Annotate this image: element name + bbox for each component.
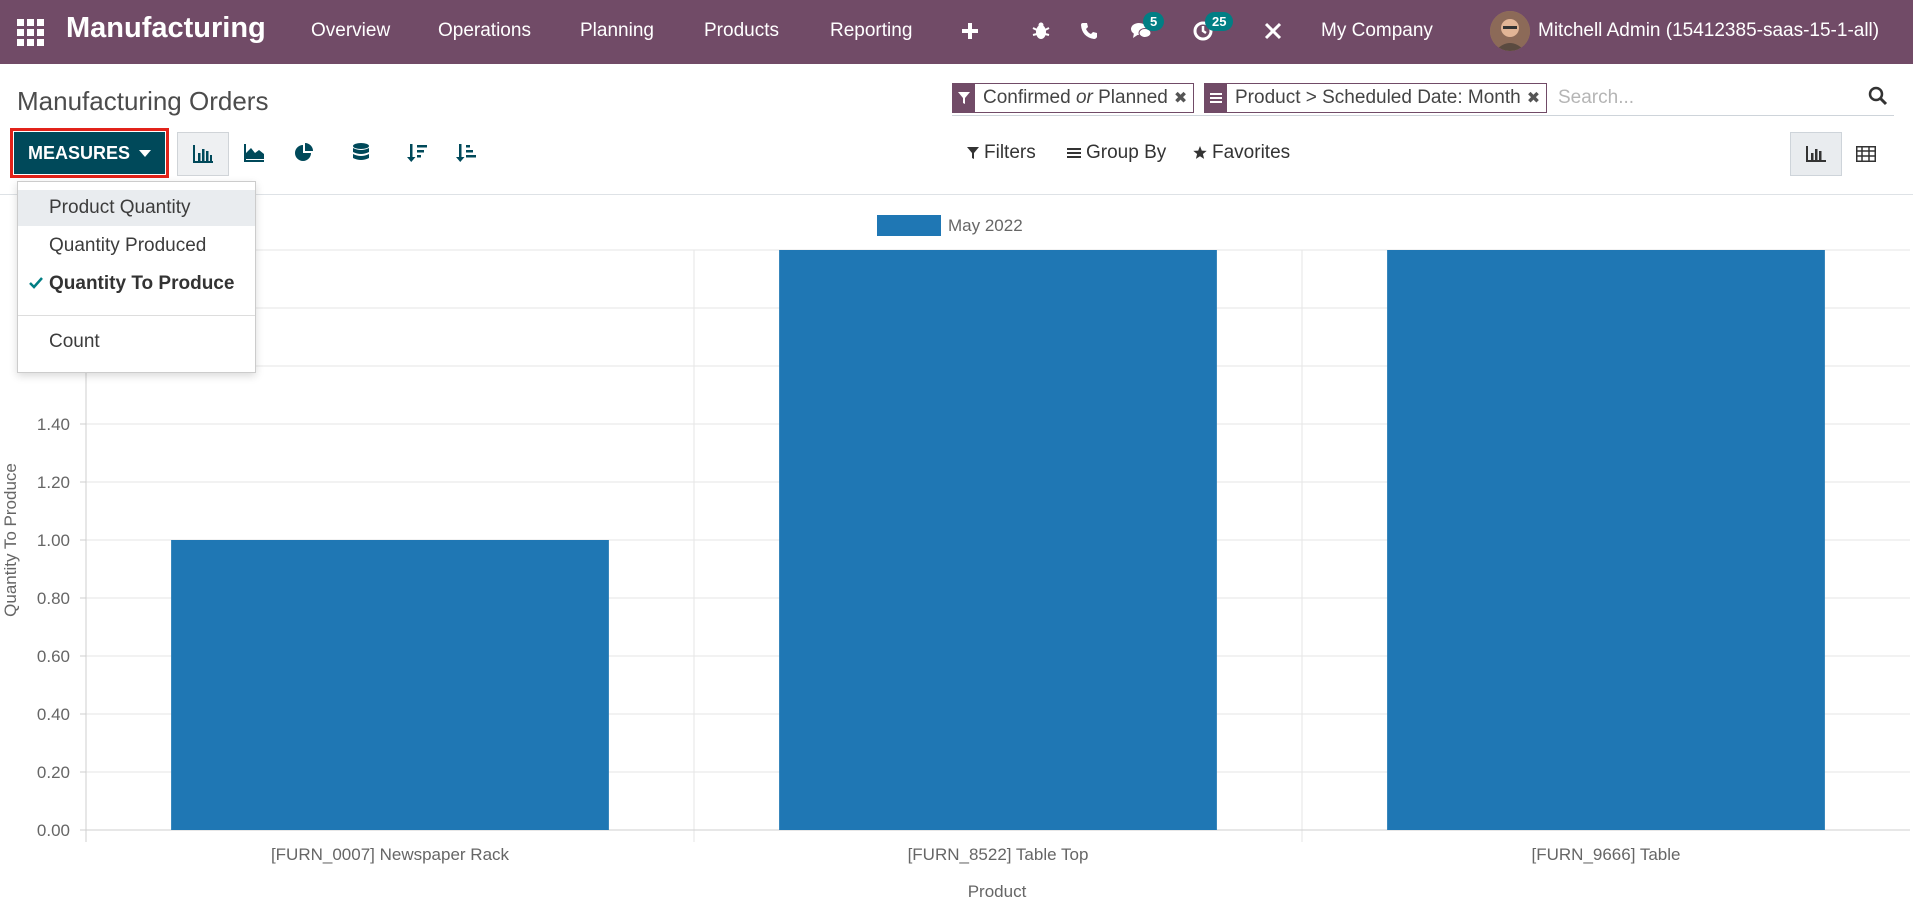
measure-count[interactable]: Count xyxy=(49,331,100,352)
line-chart-mode-button[interactable] xyxy=(237,136,271,170)
y-axis-ticks: 0.00 0.20 0.40 0.60 0.80 1.00 1.20 1.40 xyxy=(37,415,86,840)
y-tick-label: 0.60 xyxy=(37,647,70,666)
pie-chart-icon xyxy=(295,143,313,161)
x-tick-label: [FURN_9666] Table xyxy=(1532,845,1681,864)
filter-facet-value: Confirmed or Planned xyxy=(983,87,1168,108)
y-tick-label: 1.40 xyxy=(37,415,70,434)
filter-facet[interactable]: Confirmed or Planned ✖ xyxy=(952,83,1195,113)
phone-icon[interactable] xyxy=(1074,16,1104,46)
group-by-facet-value: Product > Scheduled Date: Month xyxy=(1235,87,1521,108)
group-by-icon xyxy=(1067,148,1081,158)
menu-reporting[interactable]: Reporting xyxy=(830,20,913,41)
measure-product-quantity[interactable]: Product Quantity xyxy=(18,190,255,226)
top-navbar: Manufacturing Overview Operations Planni… xyxy=(0,0,1913,64)
stacked-button[interactable] xyxy=(344,136,378,170)
caret-down-icon xyxy=(139,149,151,157)
bar-chart-icon xyxy=(1806,146,1826,162)
y-tick-label: 1.00 xyxy=(37,531,70,550)
table-icon xyxy=(1856,146,1876,162)
area-chart-icon xyxy=(244,144,264,162)
company-switcher[interactable]: My Company xyxy=(1321,20,1433,41)
pie-chart-mode-button[interactable] xyxy=(287,136,321,170)
menu-operations[interactable]: Operations xyxy=(438,20,531,41)
group-by-icon xyxy=(1205,84,1227,112)
bar[interactable] xyxy=(779,250,1217,830)
search-input[interactable] xyxy=(1558,84,1858,112)
tools-icon[interactable] xyxy=(1258,16,1288,46)
user-menu[interactable]: Mitchell Admin (15412385-saas-15-1-all) xyxy=(1538,20,1880,41)
y-tick-label: 1.20 xyxy=(37,473,70,492)
bar-chart-mode-button[interactable] xyxy=(177,132,229,176)
user-avatar[interactable] xyxy=(1490,11,1530,51)
star-icon xyxy=(1193,146,1207,159)
dropdown-divider xyxy=(18,315,255,316)
measure-quantity-to-produce[interactable]: Quantity To Produce xyxy=(18,266,255,302)
pivot-view-button[interactable] xyxy=(1840,132,1892,176)
page-title: Manufacturing Orders xyxy=(17,86,269,116)
measures-button[interactable]: MEASURES xyxy=(10,128,169,178)
sort-ascending-icon xyxy=(456,144,476,162)
graph-view-button[interactable] xyxy=(1790,132,1842,176)
activities-count-badge: 25 xyxy=(1205,12,1234,31)
group-by-facet[interactable]: Product > Scheduled Date: Month ✖ xyxy=(1204,83,1548,113)
sort-descending-button[interactable] xyxy=(400,136,434,170)
sort-ascending-button[interactable] xyxy=(449,136,483,170)
bar[interactable] xyxy=(1387,250,1825,830)
remove-facet-icon[interactable]: ✖ xyxy=(1173,90,1188,107)
search-bar: Confirmed or Planned ✖ Product > Schedul… xyxy=(952,80,1894,116)
filters-toggle[interactable]: Filters xyxy=(967,142,1036,164)
legend-label[interactable]: May 2022 xyxy=(948,216,1023,235)
checkmark-icon xyxy=(29,277,43,289)
y-tick-label: 0.80 xyxy=(37,589,70,608)
x-axis-ticks: [FURN_0007] Newspaper Rack [FURN_8522] Ta… xyxy=(271,845,1681,864)
search-icon[interactable] xyxy=(1868,86,1888,111)
remove-facet-icon[interactable]: ✖ xyxy=(1526,90,1541,107)
y-axis-title: Quantity To Produce xyxy=(1,463,20,617)
bar-chart: 0.00 0.20 0.40 0.60 0.80 1.00 1.20 1.40 [FURN_0… xyxy=(1,215,1910,901)
chart-bars xyxy=(171,250,1825,830)
x-tick-label: [FURN_8522] Table Top xyxy=(908,845,1089,864)
app-name[interactable]: Manufacturing xyxy=(66,12,266,44)
bar-chart-icon xyxy=(193,145,213,163)
messages-icon[interactable]: 5 xyxy=(1126,12,1165,46)
group-by-toggle[interactable]: Group By xyxy=(1067,142,1166,164)
filter-icon xyxy=(953,84,975,112)
legend-swatch[interactable] xyxy=(877,215,941,236)
bug-icon[interactable] xyxy=(1026,16,1056,46)
bar[interactable] xyxy=(171,540,609,830)
x-tick-label: [FURN_0007] Newspaper Rack xyxy=(271,845,510,864)
activities-clock-icon[interactable]: 25 xyxy=(1188,12,1234,46)
measures-dropdown: Product Quantity Quantity Produced Quant… xyxy=(17,181,256,373)
database-icon xyxy=(353,143,369,160)
y-tick-label: 0.40 xyxy=(37,705,70,724)
menu-products[interactable]: Products xyxy=(704,20,779,41)
apps-menu-icon[interactable] xyxy=(14,16,44,46)
menu-planning[interactable]: Planning xyxy=(580,20,654,41)
y-tick-label: 0.20 xyxy=(37,763,70,782)
messages-count-badge: 5 xyxy=(1143,12,1165,31)
control-panel: Manufacturing Orders Confirmed or Planne… xyxy=(0,64,1913,195)
menu-overview[interactable]: Overview xyxy=(311,20,391,41)
y-tick-label: 0.00 xyxy=(37,821,70,840)
filter-icon xyxy=(967,147,979,159)
x-axis-title: Product xyxy=(968,882,1027,901)
plus-icon[interactable] xyxy=(955,16,985,46)
favorites-toggle[interactable]: Favorites xyxy=(1193,142,1290,164)
sort-descending-icon xyxy=(407,144,427,162)
measure-quantity-produced[interactable]: Quantity Produced xyxy=(49,235,207,256)
